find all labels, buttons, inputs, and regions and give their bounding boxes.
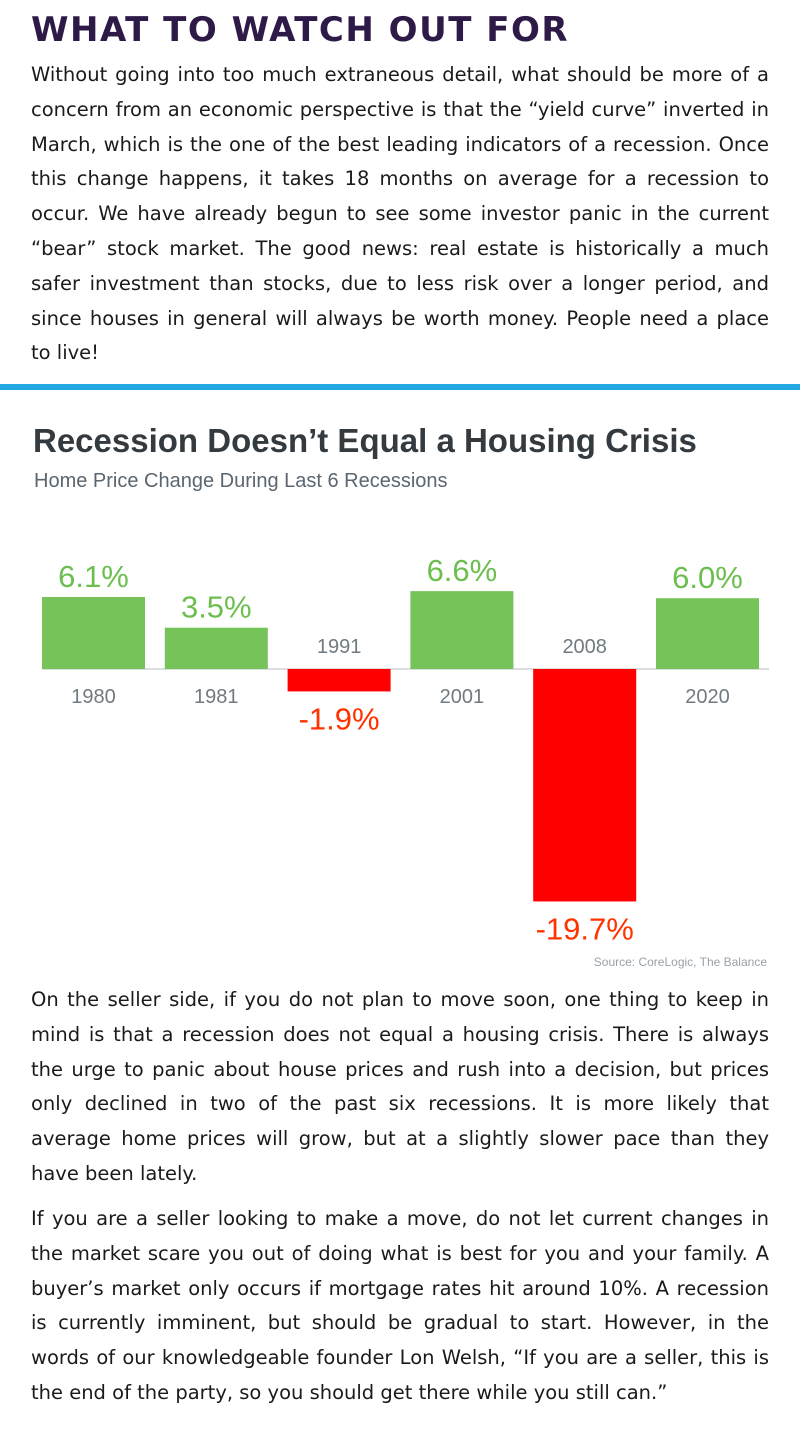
category-label-2020: 2020: [685, 686, 730, 708]
chart-source: Source: CoreLogic, The Balance: [593, 955, 767, 969]
data-label-2008: -19.7%: [536, 911, 634, 946]
category-label-2008: 2008: [562, 636, 607, 658]
bar-2020: [656, 598, 759, 669]
data-label-2001: 6.6%: [427, 553, 498, 588]
bar-1981: [164, 627, 268, 669]
category-label-1980: 1980: [71, 686, 116, 708]
chart-title: Recession Doesn’t Equal a Housing Crisis: [33, 422, 697, 459]
category-label-1981: 1981: [194, 686, 239, 708]
bar-2008: [533, 669, 637, 902]
bar-2001: [410, 591, 514, 669]
category-label-1991: 1991: [317, 636, 362, 658]
data-label-1991: -1.9%: [299, 701, 380, 736]
chart-subtitle: Home Price Change During Last 6 Recessio…: [34, 470, 448, 492]
bar-1980: [42, 597, 145, 669]
bar-chart: 6.1% 1980 3.5% 1981 -1.9% 1991 6.6% 2001 -19.7% 2…: [42, 553, 769, 946]
data-label-1981: 3.5%: [181, 590, 252, 625]
bar-1991: [287, 669, 391, 692]
data-label-1980: 6.1%: [58, 559, 129, 594]
advice-paragraph: If you are a seller looking to make a mo…: [31, 1207, 769, 1404]
seller-paragraph: On the seller side, if you do not plan t…: [31, 988, 769, 1185]
category-label-2001: 2001: [440, 686, 485, 708]
article-heading: WHAT TO WATCH OUT FOR: [31, 10, 570, 50]
data-label-2020: 6.0%: [672, 560, 743, 595]
section-divider: [0, 384, 800, 390]
intro-paragraph: Without going into too much extraneous d…: [31, 63, 769, 365]
